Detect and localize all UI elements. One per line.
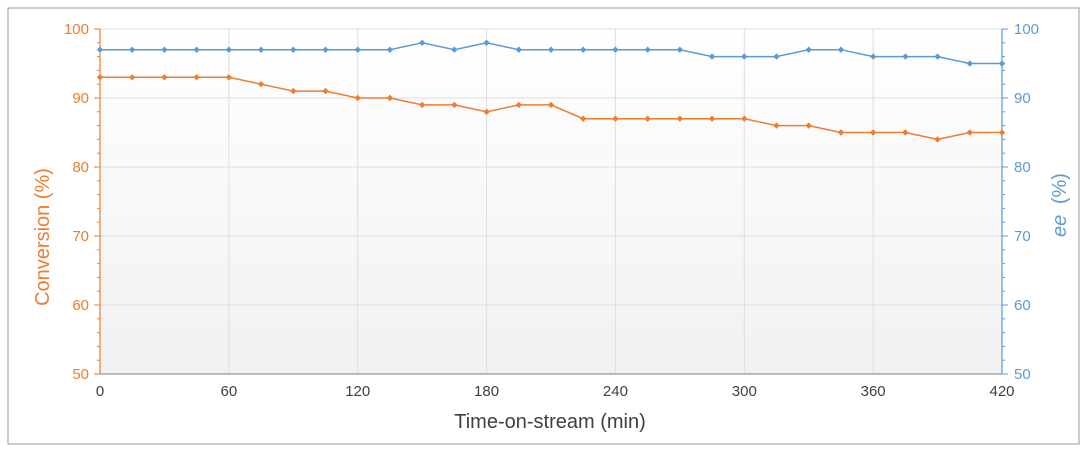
- x-tick-label: 120: [345, 383, 370, 400]
- data-point-right: [741, 53, 748, 60]
- data-point-right: [902, 53, 909, 60]
- x-tick-label: 0: [96, 383, 104, 400]
- data-point-left: [708, 115, 716, 122]
- data-point-left: [515, 101, 522, 109]
- x-tick-label: 360: [861, 383, 886, 400]
- data-point-right: [322, 46, 329, 53]
- y-tick-label-right: 60: [1014, 297, 1031, 314]
- plot-area: [100, 29, 1002, 374]
- data-point-left: [225, 74, 233, 81]
- data-point-left: [96, 74, 104, 81]
- data-point-left: [966, 129, 973, 136]
- data-point-left: [354, 94, 361, 102]
- data-point-right: [96, 46, 104, 53]
- series: [96, 39, 1006, 143]
- data-point-right: [418, 39, 426, 46]
- data-point-right: [129, 46, 136, 53]
- data-point-right: [837, 46, 845, 53]
- x-tick-label: 420: [989, 383, 1014, 400]
- y-tick-label-left: 60: [72, 297, 89, 314]
- y-tick-label-right: 70: [1014, 228, 1031, 245]
- data-point-left: [837, 129, 845, 136]
- x-tick-label: 60: [221, 383, 238, 400]
- data-point-right: [257, 46, 265, 53]
- y-axis-label-left: Conversion (%): [32, 168, 54, 306]
- y-axis-label-right: ee (%): [1049, 173, 1071, 237]
- y-tick-label-left: 100: [64, 21, 89, 38]
- data-point-right: [290, 46, 297, 53]
- data-point-left: [129, 74, 136, 81]
- data-point-left: [547, 101, 555, 109]
- data-point-right: [580, 46, 587, 53]
- data-point-left: [676, 115, 684, 122]
- data-point-right: [676, 46, 684, 53]
- data-point-left: [998, 129, 1006, 136]
- data-point-right: [451, 46, 458, 53]
- data-point-right: [612, 46, 619, 53]
- x-axis-label: Time-on-stream (min): [454, 411, 646, 433]
- data-point-right: [998, 60, 1006, 67]
- data-point-right: [966, 60, 973, 67]
- data-point-left: [805, 122, 812, 129]
- data-point-left: [773, 122, 780, 129]
- y-tick-label-left: 90: [72, 90, 89, 107]
- data-point-left: [386, 94, 394, 102]
- data-point-right: [547, 46, 555, 53]
- data-point-right: [515, 46, 522, 53]
- y-tick-label-left: 70: [72, 228, 89, 245]
- data-point-right: [483, 39, 490, 46]
- x-tick-label: 180: [474, 383, 499, 400]
- y-axis-label-right-italic: ee: [1049, 215, 1071, 237]
- data-point-left: [257, 81, 265, 88]
- y-tick-label-right: 90: [1014, 90, 1031, 107]
- x-tick-label: 240: [603, 383, 628, 400]
- data-point-left: [934, 136, 941, 143]
- data-point-right: [869, 53, 877, 60]
- data-point-left: [451, 101, 458, 109]
- data-point-left: [161, 74, 168, 81]
- data-point-right: [805, 46, 812, 53]
- y-tick-label-left: 80: [72, 159, 89, 176]
- x-tick-label: 300: [732, 383, 757, 400]
- data-point-right: [644, 46, 651, 53]
- data-point-right: [386, 46, 394, 53]
- y-tick-label-right: 80: [1014, 159, 1031, 176]
- data-point-left: [869, 129, 877, 136]
- data-point-left: [322, 87, 329, 95]
- data-point-left: [290, 87, 297, 95]
- data-point-left: [612, 115, 619, 122]
- data-point-right: [225, 46, 233, 53]
- data-point-right: [161, 46, 168, 53]
- data-point-right: [934, 53, 941, 60]
- data-point-left: [902, 129, 909, 136]
- data-point-left: [741, 115, 748, 122]
- y-axis-label-right-unit: (%): [1049, 173, 1071, 204]
- chart-border: [7, 7, 1080, 445]
- y-tick-label-right: 100: [1014, 21, 1039, 38]
- y-tick-label-left: 50: [72, 366, 89, 383]
- data-point-left: [580, 115, 587, 122]
- data-point-left: [483, 108, 490, 115]
- data-point-right: [193, 46, 200, 53]
- axes: [94, 28, 1008, 375]
- data-point-left: [193, 74, 200, 81]
- data-point-right: [773, 53, 780, 60]
- tick-labels: 50 50 60 60 70 70 80 80 90 90 100 100 0 60 120 180 240 30…: [64, 21, 1039, 400]
- data-point-right: [708, 53, 716, 60]
- data-point-left: [418, 101, 426, 109]
- data-point-left: [644, 115, 651, 122]
- y-tick-label-right: 50: [1014, 366, 1031, 383]
- data-point-right: [354, 46, 361, 53]
